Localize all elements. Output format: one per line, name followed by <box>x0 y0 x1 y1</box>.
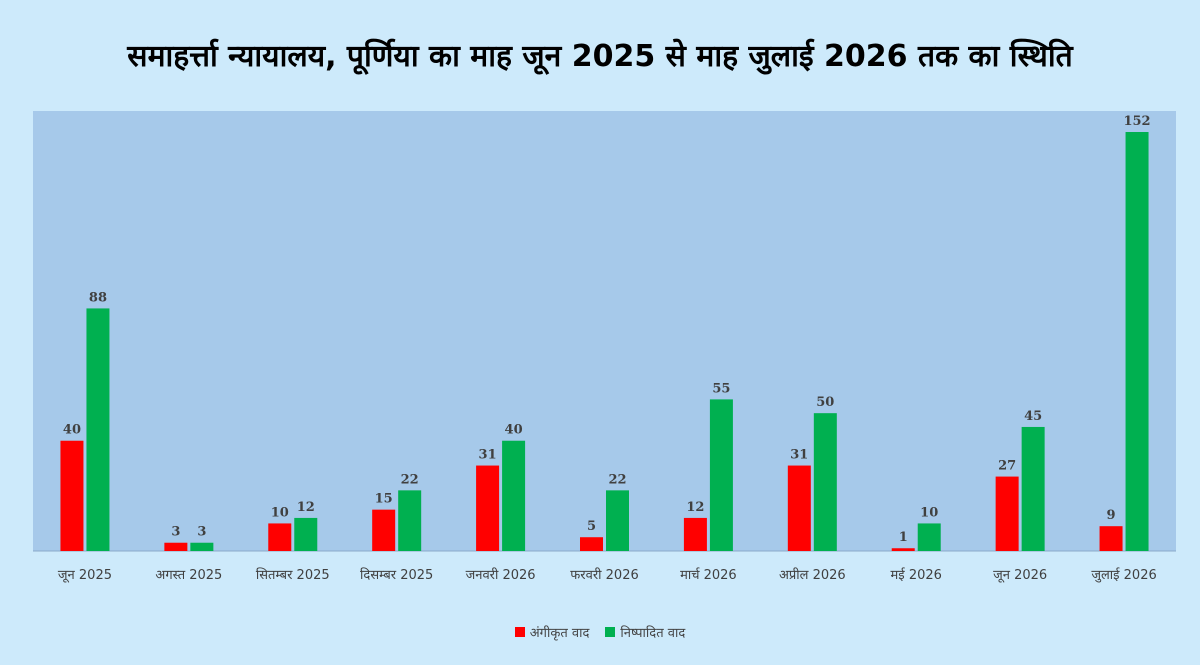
bar-disposed <box>917 523 941 551</box>
data-label-received: 10 <box>271 505 289 520</box>
data-label-disposed: 22 <box>608 472 626 487</box>
data-label-received: 3 <box>171 525 180 540</box>
bar-received <box>164 542 188 551</box>
data-label-disposed: 10 <box>920 505 938 520</box>
data-label-disposed: 88 <box>89 290 107 305</box>
data-label-received: 40 <box>63 423 81 438</box>
x-tick-label: जून 2025 <box>58 568 112 583</box>
bar-disposed <box>502 440 526 551</box>
data-label-received: 12 <box>686 500 704 515</box>
data-label-disposed: 12 <box>297 500 315 515</box>
legend-item-received: अंगीकृत वाद <box>514 623 590 641</box>
bar-received <box>1099 526 1123 551</box>
data-label-disposed: 22 <box>401 472 419 487</box>
bar-disposed <box>294 517 318 551</box>
data-label-received: 31 <box>790 448 808 463</box>
bar-disposed <box>190 542 214 551</box>
data-label-received: 31 <box>479 448 497 463</box>
x-tick-label: सितम्बर 2025 <box>256 567 330 583</box>
bar-received <box>268 523 292 551</box>
bar-received <box>683 517 707 551</box>
chart-title: समाहर्त्ता न्यायालय, पूर्णिया का माह जून… <box>127 39 1073 74</box>
bar-disposed <box>398 490 422 551</box>
legend-label-disposed: निष्पादित वाद <box>620 626 686 641</box>
bar-received <box>995 476 1019 551</box>
x-tick-label: अगस्त 2025 <box>155 568 222 583</box>
bar-received <box>787 465 811 551</box>
x-tick-label: अप्रील 2026 <box>779 567 846 583</box>
bar-received <box>372 509 396 551</box>
data-label-received: 15 <box>375 492 393 507</box>
bar-disposed <box>1125 132 1149 551</box>
x-tick-label: जून 2026 <box>993 568 1047 583</box>
x-tick-label: मार्च 2026 <box>680 567 737 583</box>
plot-area <box>33 111 1176 551</box>
x-tick-label: जुलाई 2026 <box>1091 567 1156 583</box>
x-tick-label: फरवरी 2026 <box>570 567 638 583</box>
data-label-disposed: 3 <box>197 525 206 540</box>
data-label-disposed: 50 <box>816 395 834 410</box>
legend-swatch-disposed <box>605 627 616 637</box>
data-label-disposed: 45 <box>1024 409 1042 424</box>
bar-disposed <box>606 490 629 551</box>
data-label-disposed: 40 <box>505 423 523 438</box>
bar-disposed <box>709 399 733 551</box>
legend-label-received: अंगीकृत वाद <box>529 626 590 641</box>
data-label-received: 1 <box>899 530 908 545</box>
bar-received <box>476 465 500 551</box>
data-label-received: 9 <box>1107 508 1116 523</box>
bar-disposed <box>813 413 837 551</box>
data-label-disposed: 152 <box>1123 114 1150 129</box>
x-tick-label: मई 2026 <box>891 567 942 583</box>
data-label-received: 27 <box>998 459 1016 474</box>
bar-disposed <box>86 308 110 551</box>
bar-received <box>580 537 603 551</box>
data-label-disposed: 55 <box>712 381 730 396</box>
bar-disposed <box>1021 426 1045 551</box>
legend-item-disposed: निष्पादित वाद <box>605 623 685 641</box>
x-tick-label: जनवरी 2026 <box>466 567 536 583</box>
bar-received <box>891 548 915 551</box>
legend-swatch-received <box>514 627 525 637</box>
legend: अंगीकृत वाद निष्पादित वाद <box>0 623 1200 641</box>
x-tick-label: दिसम्बर 2025 <box>360 567 433 583</box>
data-label-received: 5 <box>587 519 596 534</box>
bar-received <box>60 440 84 551</box>
